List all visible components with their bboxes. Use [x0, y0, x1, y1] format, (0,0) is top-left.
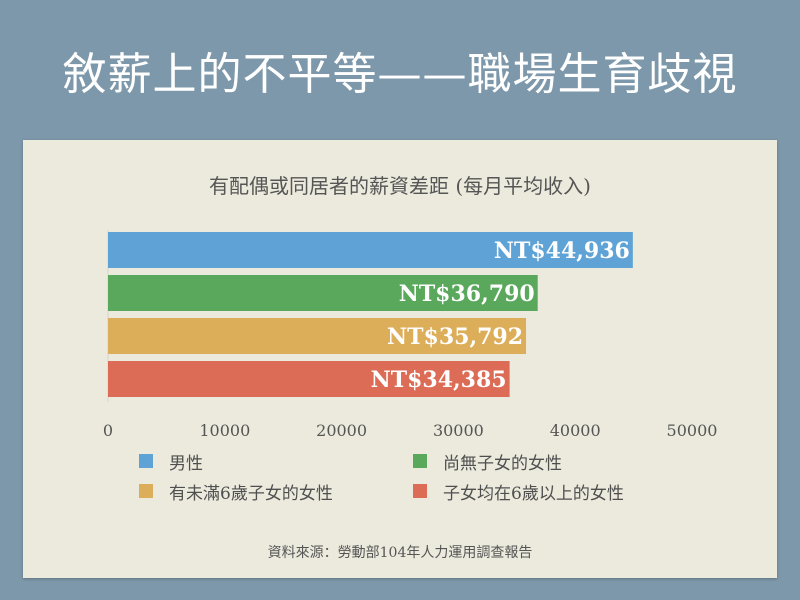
- slide-title: 敘薪上的不平等——職場生育歧視: [62, 49, 738, 100]
- bar: [108, 318, 527, 354]
- data-label: NT$36,790: [399, 281, 535, 307]
- legend-label: 男性: [169, 453, 203, 474]
- legend-swatch: [413, 484, 427, 498]
- legend-item-male: 男性: [139, 450, 203, 474]
- data-label: NT$35,792: [387, 324, 523, 350]
- legend-label: 有未滿6歲子女的女性: [169, 483, 333, 504]
- bar: [108, 232, 633, 268]
- legend-item-women-children-over-6: 子女均在6歲以上的女性: [413, 480, 624, 504]
- x-tick-label: 40000: [550, 421, 601, 440]
- bar-chart: NT$44,936 NT$36,790 NT$35,792 NT$34,385 0 100…: [103, 230, 718, 440]
- bar: [108, 361, 510, 397]
- legend-swatch: [139, 484, 153, 498]
- legend-swatch: [413, 454, 427, 468]
- legend-item-women-no-children: 尚無子女的女性: [413, 450, 562, 474]
- chart-panel: 有配偶或同居者的薪資差距 (每月平均收入) NT$44,936 NT$36,790…: [23, 140, 777, 578]
- x-tick-label: 30000: [433, 421, 484, 440]
- bar: [108, 275, 538, 311]
- legend-label: 子女均在6歲以上的女性: [443, 483, 624, 504]
- chart-title: 有配偶或同居者的薪資差距 (每月平均收入): [209, 174, 591, 198]
- legend-label: 尚無子女的女性: [443, 453, 562, 474]
- x-tick-label: 10000: [199, 421, 250, 440]
- legend-swatch: [139, 454, 153, 468]
- source-note: 資料來源：勞動部104年人力運用調查報告: [267, 545, 533, 561]
- data-label: NT$44,936: [494, 238, 630, 264]
- legend-item-women-children-under-6: 有未滿6歲子女的女性: [139, 480, 333, 504]
- x-tick-label: 50000: [667, 421, 718, 440]
- data-label: NT$34,385: [371, 367, 507, 393]
- x-tick-label: 0: [103, 421, 113, 440]
- x-tick-label: 20000: [316, 421, 367, 440]
